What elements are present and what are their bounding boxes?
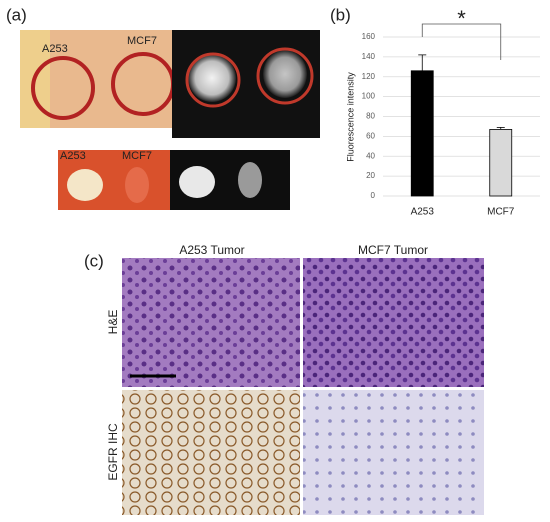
bar xyxy=(410,70,434,197)
column-label: MCF7 Tumor xyxy=(358,243,428,257)
tumor xyxy=(125,167,149,203)
histology-image xyxy=(303,390,484,515)
row-label: H&E xyxy=(106,310,120,335)
y-tick-label: 80 xyxy=(366,112,375,121)
photo-label: MCF7 xyxy=(122,150,152,162)
signal xyxy=(179,166,215,198)
tumor xyxy=(67,169,103,201)
region xyxy=(256,47,314,105)
histology-image xyxy=(303,258,484,387)
significance-mark: * xyxy=(457,6,466,31)
photo-label: A253 xyxy=(42,43,68,55)
histology-image xyxy=(122,390,300,515)
photo-label: A253 xyxy=(60,150,86,162)
y-tick-label: 100 xyxy=(362,92,376,101)
significance-bracket xyxy=(421,23,502,60)
y-tick-label: 140 xyxy=(362,52,376,61)
signal xyxy=(238,162,262,198)
signal xyxy=(263,50,307,98)
y-axis-label: Fluorescence intensity xyxy=(345,72,355,162)
region xyxy=(31,56,95,120)
region xyxy=(185,52,241,108)
panel-label: (a) xyxy=(6,5,27,24)
y-tick-label: 0 xyxy=(371,191,376,200)
y-tick-label: 20 xyxy=(366,171,375,180)
y-tick-label: 40 xyxy=(366,151,375,160)
y-tick-label: 60 xyxy=(366,131,375,140)
bar xyxy=(489,129,513,197)
signal xyxy=(188,54,236,102)
column-label: A253 Tumor xyxy=(179,243,244,257)
bar-chart: (b) Fluorescence intensity 0 20 40 60 80 100 1… xyxy=(330,5,540,218)
x-tick-label: MCF7 xyxy=(487,207,515,218)
y-tick-label: 120 xyxy=(362,72,376,81)
panel-label: (b) xyxy=(330,5,351,24)
y-tick-label: 160 xyxy=(362,32,376,41)
panel-label: (c) xyxy=(84,251,104,270)
row-label: EGFR IHC xyxy=(106,423,120,481)
photo-label: MCF7 xyxy=(127,35,157,47)
x-tick-label: A253 xyxy=(411,207,435,218)
histology-image xyxy=(122,258,300,387)
